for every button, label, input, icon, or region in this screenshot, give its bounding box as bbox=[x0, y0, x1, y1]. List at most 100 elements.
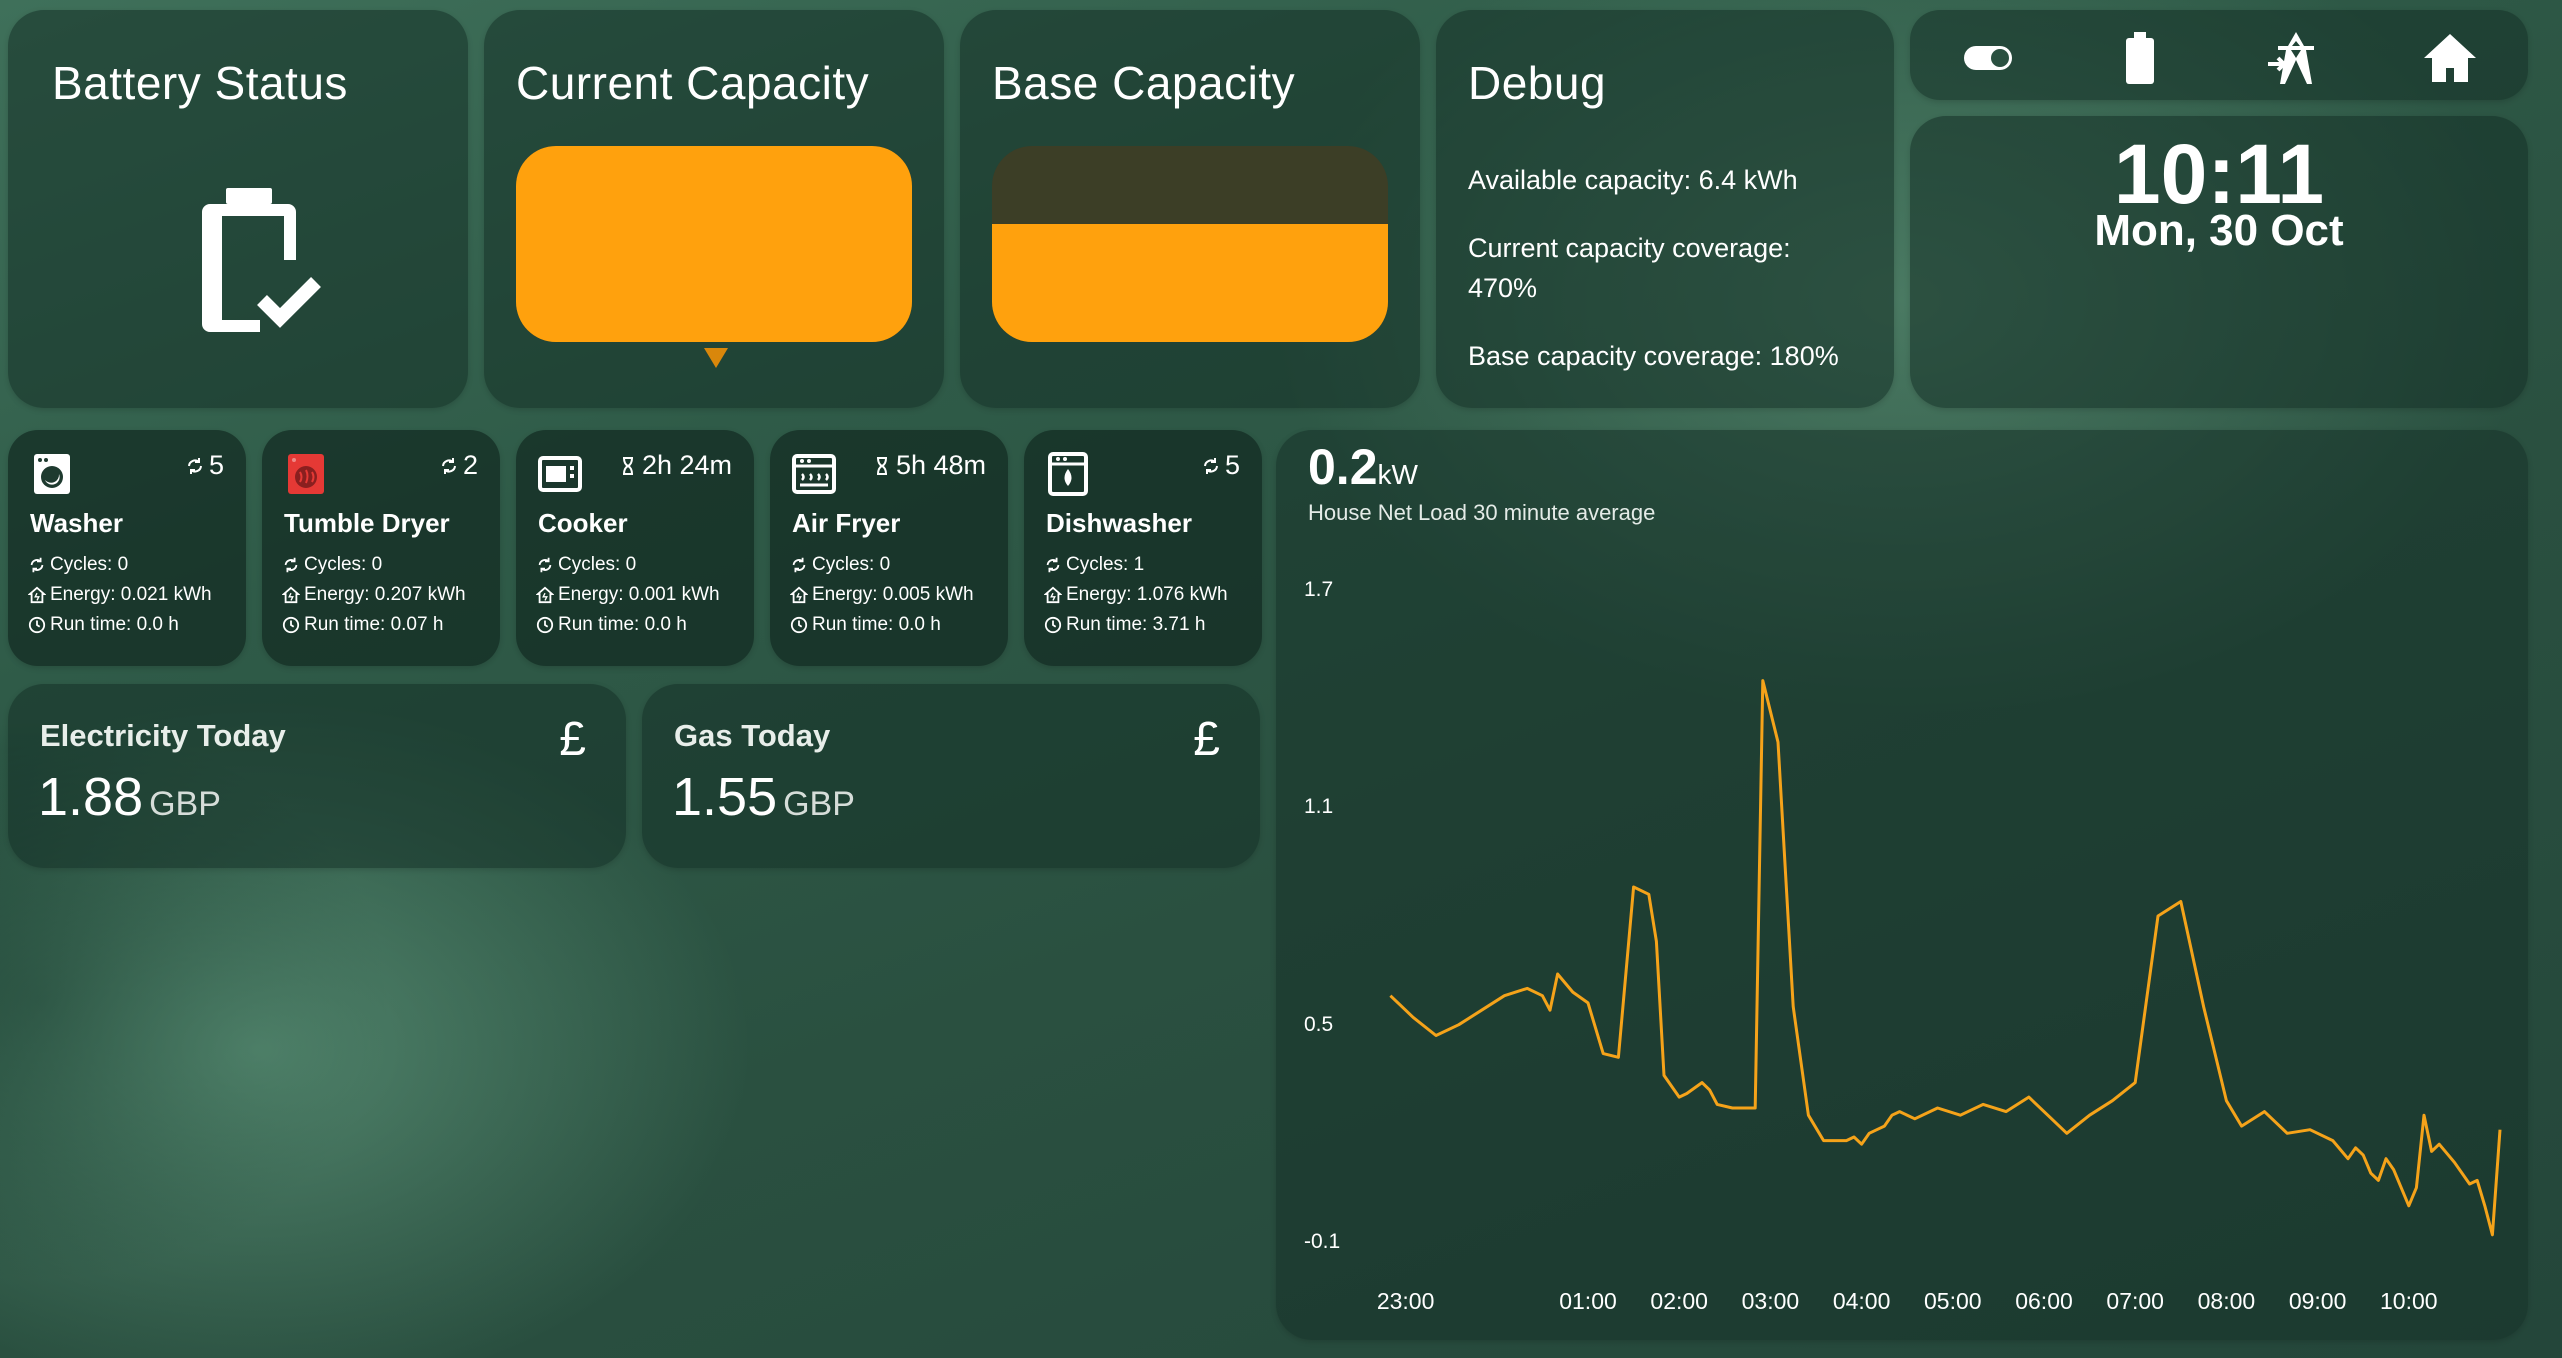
debug-available-capacity: Available capacity: 6.4 kWh bbox=[1468, 165, 1798, 195]
home-energy-icon bbox=[28, 586, 46, 604]
home-energy-icon bbox=[536, 586, 554, 604]
appliance-cycles-text: Cycles: 1 bbox=[1066, 554, 1145, 575]
house-net-load-card[interactable]: 0.2kW House Net Load 30 minute average 1… bbox=[1276, 430, 2528, 1340]
appliance-cycles: Cycles: 0 bbox=[536, 554, 636, 576]
appliance-name: Washer bbox=[30, 508, 123, 538]
appliance-card-dishwasher[interactable]: 5 Dishwasher Cycles: 1 Energy: 1.076 kWh… bbox=[1024, 430, 1262, 666]
current-capacity-card[interactable]: Current Capacity bbox=[484, 10, 944, 408]
debug-base-coverage: Base capacity coverage: 180% bbox=[1468, 341, 1839, 371]
gas-today-card[interactable]: Gas Today £ 1.55 GBP bbox=[642, 684, 1260, 868]
appliance-cycles-text: Cycles: 0 bbox=[812, 554, 891, 575]
appliance-runtime-text: Run time: 0.07 h bbox=[304, 614, 444, 635]
cooker-icon bbox=[538, 456, 582, 492]
net-load-chart bbox=[1389, 679, 2502, 1237]
clock-icon bbox=[536, 616, 554, 634]
base-capacity-fill bbox=[992, 224, 1388, 342]
net-load-value-unit: kW bbox=[1377, 459, 1418, 490]
gas-today-title: Gas Today bbox=[674, 718, 831, 753]
appliance-energy: Energy: 0.207 kWh bbox=[282, 584, 466, 606]
appliance-energy: Energy: 0.021 kWh bbox=[28, 584, 212, 606]
net-load-current-value: 0.2kW bbox=[1308, 438, 1418, 496]
appliance-card-cooker[interactable]: 2h 24m Cooker Cycles: 0 Energy: 0.001 kW… bbox=[516, 430, 754, 666]
appliance-badge: 5h 48m bbox=[872, 450, 986, 481]
x-tick-label: 01:00 bbox=[1559, 1288, 1617, 1314]
appliance-name: Dishwasher bbox=[1046, 508, 1192, 538]
tumble-dryer-icon bbox=[288, 454, 324, 494]
x-tick-label: 04:00 bbox=[1832, 1288, 1891, 1314]
appliance-cycles-text: Cycles: 0 bbox=[50, 554, 129, 575]
appliance-energy-text: Energy: 0.207 kWh bbox=[304, 584, 466, 605]
appliance-energy: Energy: 1.076 kWh bbox=[1044, 584, 1228, 606]
gas-value-number: 1.55 bbox=[672, 767, 778, 827]
appliance-cycles-text: Cycles: 0 bbox=[558, 554, 637, 575]
appliance-badge-value: 5h 48m bbox=[895, 450, 986, 480]
pound-icon: £ bbox=[559, 713, 586, 766]
appliance-card-tumble-dryer[interactable]: 2 Tumble Dryer Cycles: 0 Energy: 0.207 k… bbox=[262, 430, 500, 666]
appliance-runtime: Run time: 0.0 h bbox=[28, 614, 179, 636]
appliance-energy: Energy: 0.001 kWh bbox=[536, 584, 720, 606]
nav-bar bbox=[1910, 10, 2528, 100]
x-tick-label: 07:00 bbox=[2106, 1288, 2164, 1314]
cycle-icon bbox=[1046, 557, 1060, 573]
appliance-runtime: Run time: 0.07 h bbox=[282, 614, 443, 636]
cycle-icon bbox=[30, 557, 44, 573]
appliance-badge: 5 bbox=[185, 450, 224, 481]
appliance-energy-text: Energy: 1.076 kWh bbox=[1066, 584, 1228, 605]
cycle-icon bbox=[1203, 457, 1218, 474]
toggle-switch-icon[interactable] bbox=[1958, 28, 2018, 88]
appliance-energy-text: Energy: 0.021 kWh bbox=[50, 584, 212, 605]
y-tick-label: 1.7 bbox=[1304, 578, 1334, 601]
net-load-subtitle: House Net Load 30 minute average bbox=[1308, 500, 1656, 525]
appliance-badge-value: 5 bbox=[208, 450, 224, 480]
debug-current-coverage-label: Current capacity coverage: bbox=[1468, 233, 1791, 263]
appliance-badge-value: 5 bbox=[1224, 450, 1240, 480]
appliance-badge: 5 bbox=[1201, 450, 1240, 481]
electricity-today-card[interactable]: Electricity Today £ 1.88 GBP bbox=[8, 684, 626, 868]
y-tick-label: -0.1 bbox=[1304, 1230, 1341, 1253]
appliance-card-air-fryer[interactable]: 5h 48m Air Fryer Cycles: 0 Energy: 0.005… bbox=[770, 430, 1008, 666]
base-capacity-card[interactable]: Base Capacity bbox=[960, 10, 1420, 408]
clock-time: 10:11 bbox=[2113, 127, 2325, 221]
x-tick-label: 10:00 bbox=[2380, 1288, 2438, 1314]
pound-icon: £ bbox=[1193, 713, 1220, 766]
current-capacity-title: Current Capacity bbox=[516, 57, 870, 109]
air-fryer-icon bbox=[792, 454, 836, 494]
appliance-runtime: Run time: 3.71 h bbox=[1044, 614, 1205, 636]
base-capacity-title: Base Capacity bbox=[992, 57, 1296, 109]
y-tick-label: 1.1 bbox=[1304, 795, 1334, 819]
appliance-card-washer[interactable]: 5 Washer Cycles: 0 Energy: 0.021 kWh Run… bbox=[8, 430, 246, 666]
appliance-badge: 2 bbox=[439, 450, 478, 481]
x-tick-label: 05:00 bbox=[1924, 1288, 1982, 1314]
home-energy-icon bbox=[1044, 586, 1062, 604]
cycle-icon bbox=[284, 557, 298, 573]
dishwasher-icon bbox=[1048, 452, 1088, 496]
appliance-cycles: Cycles: 0 bbox=[790, 554, 890, 576]
appliance-name: Tumble Dryer bbox=[284, 508, 450, 538]
clock-date: Mon, 30 Oct bbox=[2094, 206, 2344, 255]
clock-icon bbox=[282, 616, 300, 634]
x-tick-label: 09:00 bbox=[2288, 1288, 2347, 1314]
home-icon[interactable] bbox=[2420, 28, 2480, 88]
appliance-cycles-text: Cycles: 0 bbox=[304, 554, 383, 575]
battery-icon[interactable] bbox=[2110, 28, 2170, 88]
x-tick-label: 03:00 bbox=[1741, 1288, 1800, 1314]
home-energy-icon bbox=[790, 586, 808, 604]
battery-status-card[interactable]: Battery Status bbox=[8, 10, 468, 408]
cycle-icon bbox=[538, 557, 552, 573]
appliance-cycles: Cycles: 1 bbox=[1044, 554, 1144, 576]
hourglass-icon bbox=[622, 456, 633, 475]
appliance-runtime: Run time: 0.0 h bbox=[790, 614, 941, 636]
clock-card: 10:11 Mon, 30 Oct bbox=[1910, 116, 2528, 408]
appliance-name: Air Fryer bbox=[792, 508, 901, 538]
appliance-runtime-text: Run time: 0.0 h bbox=[812, 614, 941, 635]
gas-today-value: 1.55 GBP bbox=[672, 766, 855, 828]
base-capacity-gauge bbox=[992, 146, 1388, 342]
cycle-icon bbox=[187, 457, 202, 474]
clock-icon bbox=[28, 616, 46, 634]
net-load-value-number: 0.2 bbox=[1308, 439, 1378, 495]
x-tick-label: 06:00 bbox=[2015, 1288, 2073, 1314]
debug-card[interactable]: Debug Available capacity: 6.4 kWh Curren… bbox=[1436, 10, 1894, 408]
appliance-badge-value: 2 bbox=[462, 450, 478, 480]
hourglass-icon bbox=[876, 456, 887, 475]
transmission-tower-icon[interactable] bbox=[2266, 28, 2326, 88]
